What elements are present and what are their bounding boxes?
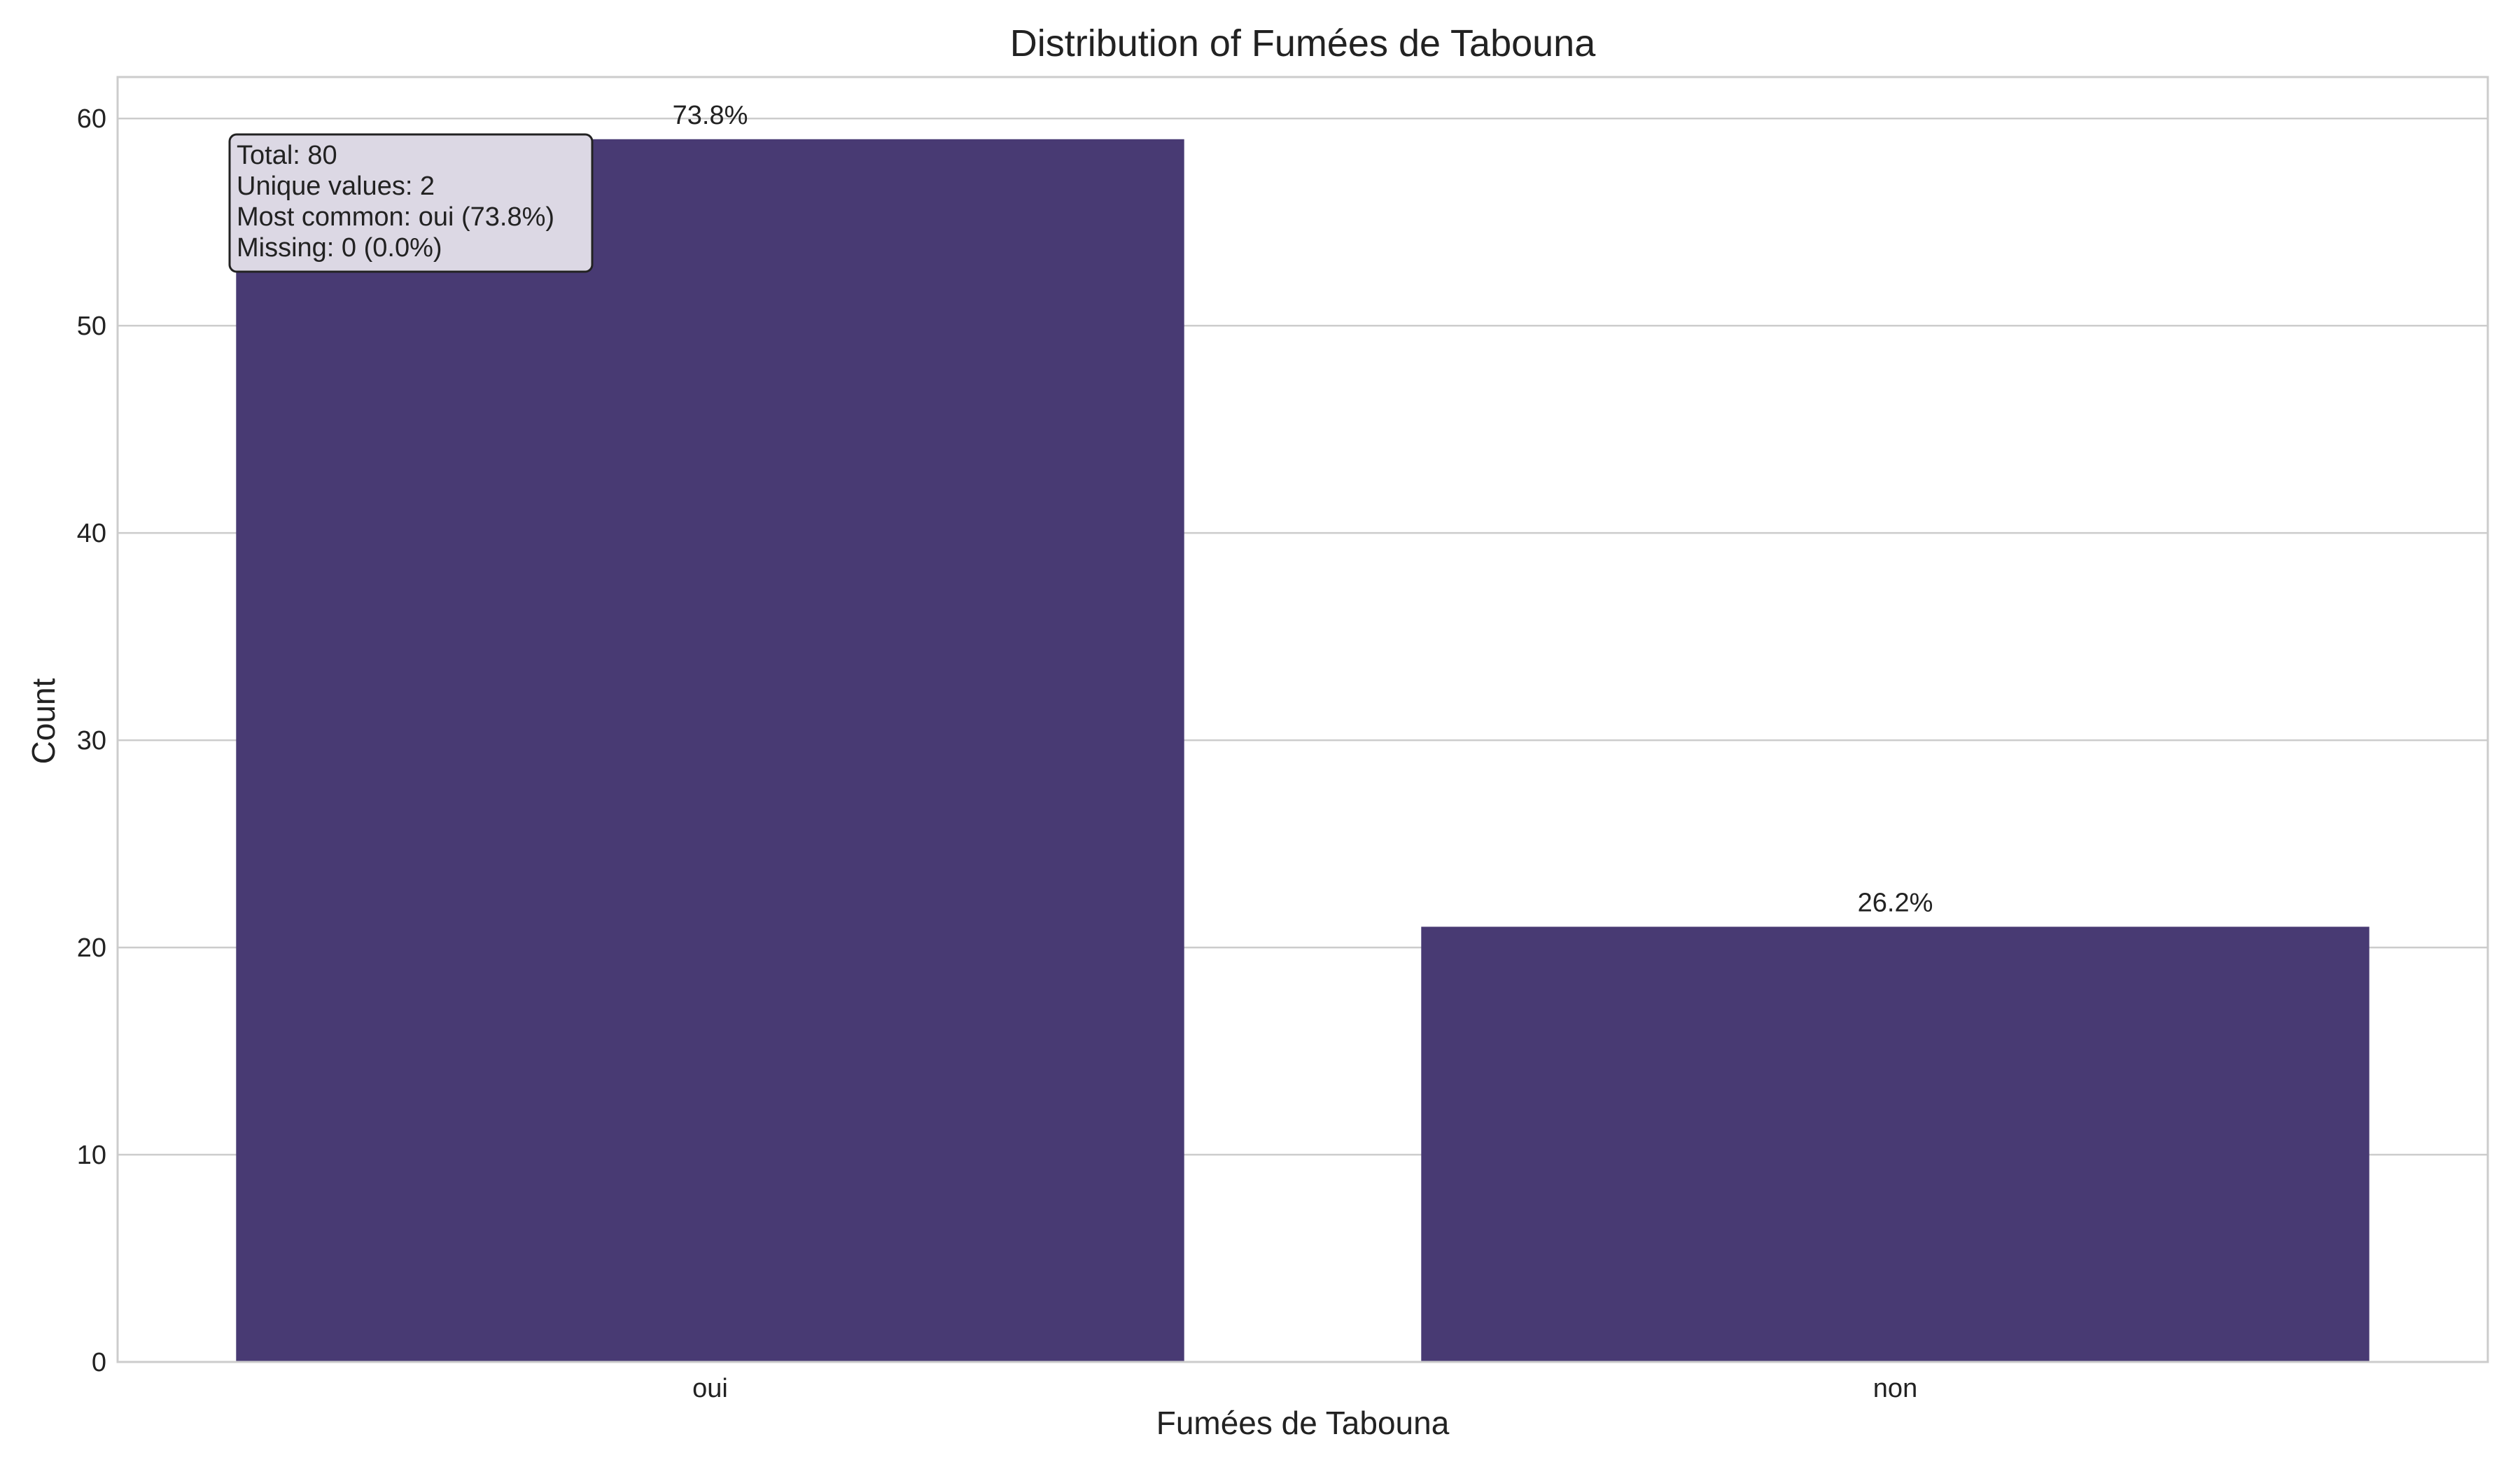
stats-line-total: Total: 80 — [237, 141, 337, 170]
x-tick-label: oui — [692, 1374, 728, 1403]
bar-value-label: 73.8% — [673, 101, 748, 130]
bar-labels: 73.8% 26.2% — [673, 101, 1933, 918]
y-tick-label: 0 — [92, 1348, 106, 1377]
x-axis-ticks: oui non — [692, 1374, 1917, 1403]
y-axis-label: Count — [25, 678, 62, 764]
x-tick-label: non — [1873, 1374, 1917, 1403]
stats-box: Total: 80 Unique values: 2 Most common: … — [228, 133, 594, 273]
stats-line-missing: Missing: 0 (0.0%) — [237, 233, 442, 263]
y-tick-label: 60 — [77, 104, 106, 134]
chart-title: Distribution of Fumées de Tabouna — [1010, 22, 1596, 64]
bar-non — [1421, 926, 2370, 1362]
x-axis-label: Fumées de Tabouna — [1156, 1405, 1450, 1441]
y-tick-label: 40 — [77, 519, 106, 548]
bar-oui — [236, 139, 1184, 1363]
y-tick-label: 30 — [77, 726, 106, 756]
bars — [236, 139, 2370, 1363]
y-tick-label: 10 — [77, 1141, 106, 1170]
y-axis-ticks: 0 10 20 30 40 50 60 — [77, 104, 106, 1377]
bar-value-label: 26.2% — [1858, 888, 1933, 917]
y-tick-label: 50 — [77, 312, 106, 341]
y-tick-label: 20 — [77, 933, 106, 963]
stats-line-unique: Unique values: 2 — [237, 172, 435, 201]
stats-box-background — [228, 133, 594, 273]
plot-frame — [116, 76, 2489, 1363]
stats-line-most-common: Most common: oui (73.8%) — [237, 202, 554, 232]
